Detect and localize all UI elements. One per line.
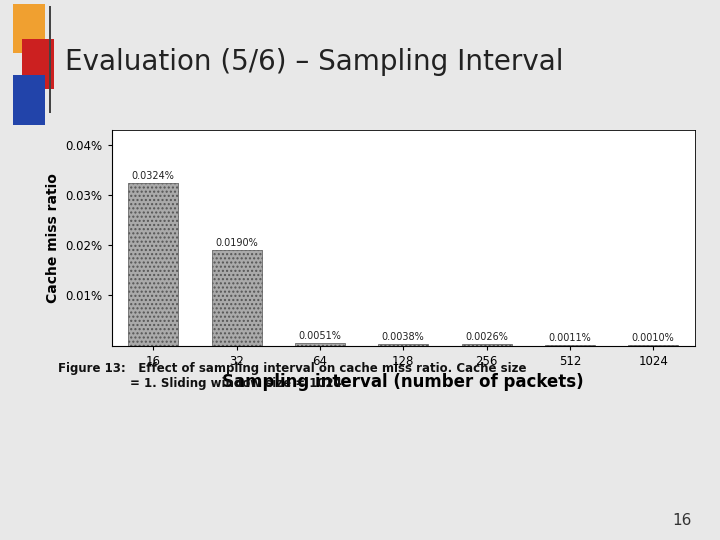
Bar: [22, 39, 54, 89]
Text: 0.0051%: 0.0051%: [299, 331, 341, 341]
Bar: [462, 345, 511, 346]
Text: 0.0011%: 0.0011%: [549, 333, 591, 343]
Text: 0.0038%: 0.0038%: [382, 332, 425, 342]
Text: 16: 16: [672, 513, 691, 528]
Text: Effect of sampling interval on cache miss ratio. Cache size
= 1. Sliding window : Effect of sampling interval on cache mis…: [130, 362, 527, 390]
X-axis label: Sampling interval (number of packets): Sampling interval (number of packets): [222, 373, 584, 391]
Y-axis label: Cache miss ratio: Cache miss ratio: [46, 173, 60, 302]
Bar: [378, 343, 428, 346]
Bar: [212, 250, 261, 346]
Bar: [13, 4, 45, 53]
Bar: [13, 75, 45, 125]
Bar: [295, 343, 345, 346]
Text: 0.0324%: 0.0324%: [132, 171, 175, 181]
Bar: [545, 345, 595, 346]
Text: Evaluation (5/6) – Sampling Interval: Evaluation (5/6) – Sampling Interval: [65, 48, 563, 76]
Text: 0.0010%: 0.0010%: [631, 333, 675, 343]
Text: Figure 13:: Figure 13:: [58, 362, 125, 375]
Text: 0.0190%: 0.0190%: [215, 238, 258, 248]
Text: 0.0026%: 0.0026%: [465, 332, 508, 342]
Bar: [128, 183, 179, 346]
Bar: [49, 6, 51, 113]
